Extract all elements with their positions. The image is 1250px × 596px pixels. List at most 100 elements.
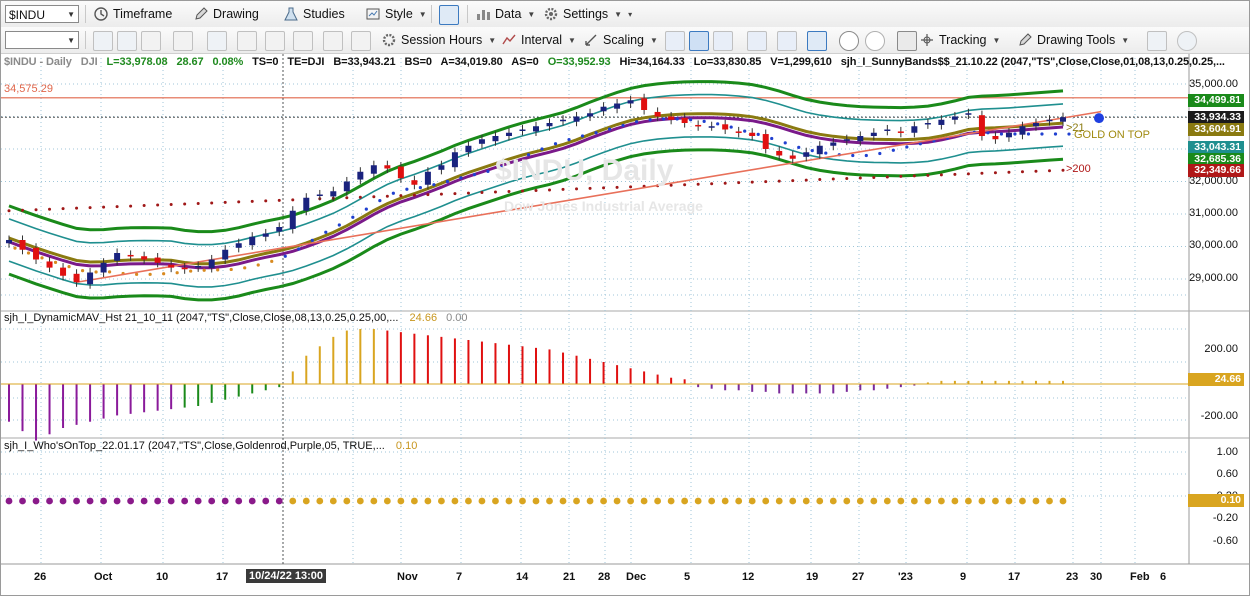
chevron-down-icon: ▼ — [992, 35, 1001, 45]
candle-body — [978, 115, 985, 136]
price-axis-tick: 35,000.00 — [1189, 78, 1238, 90]
grid-icon[interactable] — [141, 31, 161, 51]
crosshair-icon — [921, 34, 933, 46]
scaling-button[interactable]: Scaling ▼ — [583, 30, 658, 50]
drawing-tools-button[interactable]: Drawing Tools ▼ — [1017, 30, 1129, 50]
ma-gold-line — [8, 112, 1064, 266]
studies-button[interactable]: Studies — [283, 4, 345, 24]
psar-dot — [94, 270, 98, 274]
time-axis-tick: 17 — [216, 571, 229, 583]
ma200-dot — [818, 178, 822, 182]
layout-icon[interactable] — [807, 31, 827, 51]
interval-button[interactable]: Interval ▼ — [501, 30, 576, 50]
style-label: Style — [385, 7, 413, 21]
chevron-down-icon[interactable]: ▼ — [67, 36, 75, 45]
upper-outer-band — [8, 80, 1064, 234]
who-on-top-dot — [654, 497, 662, 505]
data-window-icon[interactable] — [897, 31, 917, 51]
ma200-dot — [804, 178, 808, 182]
psar-dot — [378, 198, 382, 203]
price-label-last: 33,934.33 — [1188, 111, 1244, 124]
psar-dot — [770, 136, 774, 141]
hollow-candle-icon[interactable] — [713, 31, 733, 51]
time-axis-tick: 17 — [1008, 571, 1021, 583]
ma200-dot — [507, 190, 511, 194]
psar-dot — [283, 254, 287, 258]
volume-bars-icon[interactable] — [747, 31, 767, 51]
chart-canvas[interactable] — [1, 54, 1249, 594]
hist-axis-tick: -200.00 — [1200, 410, 1238, 422]
ma200-dot — [845, 177, 849, 181]
data-button[interactable]: Data ▼ — [475, 4, 535, 24]
refresh-chart-icon[interactable] — [207, 31, 227, 51]
time-axis-tick: 12 — [742, 571, 755, 583]
layout-icon[interactable] — [439, 5, 459, 25]
price-label-lower-inner: 33,043.31 — [1188, 141, 1244, 154]
session-hours-button[interactable]: Session Hours ▼ — [381, 30, 496, 50]
who-on-top-dot — [1032, 497, 1040, 505]
ma200-dot — [88, 206, 92, 210]
ohlc-bars-icon[interactable] — [665, 31, 685, 51]
candle-body — [1060, 117, 1066, 122]
candle-body — [303, 197, 310, 211]
psar-dot — [526, 153, 531, 157]
style-button[interactable]: Style ▼ — [365, 4, 427, 24]
overflow-chevron-icon: ▾ — [628, 9, 633, 19]
candle-body — [668, 116, 675, 120]
who-on-top-dot — [1059, 497, 1067, 505]
candle-body — [492, 136, 499, 142]
psar-dot — [175, 271, 179, 275]
who-study-name: sjh_I_Who'sOnTop_22.01.17 (2047,"TS",Clo… — [4, 440, 385, 452]
psar-dot — [486, 169, 490, 173]
settings-button[interactable]: Settings ▼ ▾ — [543, 4, 632, 24]
hist-value-2: 0.00 — [446, 312, 468, 324]
ma200-dot — [345, 196, 349, 200]
volume-profile-icon[interactable] — [777, 31, 797, 51]
who-on-top-dot — [235, 497, 243, 505]
time-axis-tick: 14 — [516, 571, 529, 583]
refresh-icon[interactable] — [93, 31, 113, 51]
symbol-input[interactable]: $INDU ▼ — [5, 5, 79, 23]
line-chart-icon[interactable] — [265, 31, 285, 51]
psar-dot — [634, 120, 639, 124]
toolbar-divider — [467, 5, 468, 23]
image-icon[interactable] — [237, 31, 257, 51]
refresh-all-icon[interactable] — [117, 31, 137, 51]
candle-body — [924, 123, 931, 125]
candle-body — [870, 132, 877, 136]
status-study: sjh_I_SunnyBands$$_21.10.22 (2047,"TS",C… — [840, 56, 1225, 68]
candlestick-icon[interactable] — [689, 31, 709, 51]
ma200-dot — [696, 182, 700, 186]
drawing-button[interactable]: Drawing — [193, 4, 259, 24]
psar-dot — [351, 215, 355, 219]
trend-chart-icon[interactable] — [1147, 31, 1167, 51]
who-on-top-dot — [748, 497, 756, 505]
drawing-label: Drawing — [213, 7, 259, 21]
zoom-chart-icon[interactable] — [293, 31, 313, 51]
hist-value-1: 24.66 — [409, 312, 438, 324]
ma200-dot — [426, 193, 430, 197]
timeframe-button[interactable]: Timeframe — [93, 4, 172, 24]
trend-line — [76, 110, 1102, 284]
symbol-link-input[interactable]: ▼ — [5, 31, 79, 49]
chevron-down-icon[interactable]: ▼ — [67, 10, 75, 19]
tracking-button[interactable]: Tracking ▼ — [919, 30, 1000, 50]
psar-dot — [405, 187, 409, 191]
speedometer-icon[interactable] — [1177, 31, 1197, 51]
chart-gear-icon[interactable] — [351, 31, 371, 51]
who-on-top-dot — [19, 497, 26, 505]
psar-dot — [918, 142, 922, 146]
zoom-out-icon[interactable] — [865, 31, 885, 51]
price-label-ma200: 32,349.66 — [1188, 164, 1244, 177]
who-on-top-dot — [573, 497, 580, 505]
who-on-top-dot — [937, 497, 945, 505]
who-on-top-dot — [438, 497, 445, 505]
tracking-label: Tracking — [939, 33, 987, 47]
interval-icon — [502, 34, 516, 45]
candle-body — [803, 152, 810, 157]
psar-dot — [67, 265, 71, 269]
chart-settings-icon[interactable] — [323, 31, 343, 51]
percent-icon[interactable] — [173, 31, 193, 51]
zoom-in-icon[interactable] — [839, 31, 859, 51]
ma200-dot — [629, 185, 633, 189]
